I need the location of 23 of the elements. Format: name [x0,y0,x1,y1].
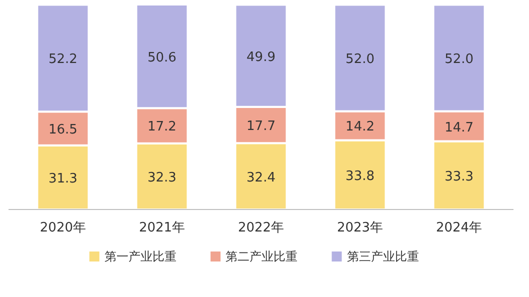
data-label: 17.7 [246,119,276,134]
legend-label: 第一产业比重 [104,250,176,264]
data-label: 33.8 [346,168,374,184]
x-tick-label: 2021年 [138,220,186,236]
data-label: 50.6 [148,50,176,66]
data-label: 49.9 [246,50,276,65]
data-label: 52.0 [346,52,374,67]
data-label: 14.2 [346,120,374,135]
x-tick-label: 2024年 [436,220,482,236]
data-label: 33.3 [444,169,474,184]
data-label: 52.2 [48,52,78,68]
data-label: 31.3 [48,171,78,186]
x-tick-label: 2020年 [40,220,86,236]
data-label: 32.3 [148,170,176,186]
x-tick-label: 2023年 [336,220,384,236]
data-label: 17.2 [148,120,176,135]
x-tick-label: 2022年 [238,220,284,236]
data-label: 32.4 [246,170,276,186]
legend-label: 第三产业比重 [346,250,419,264]
legend-label: 第二产业比重 [226,250,298,264]
data-label: 14.7 [444,120,474,136]
data-label: 52.0 [444,52,474,67]
data-label: 16.5 [48,122,78,138]
